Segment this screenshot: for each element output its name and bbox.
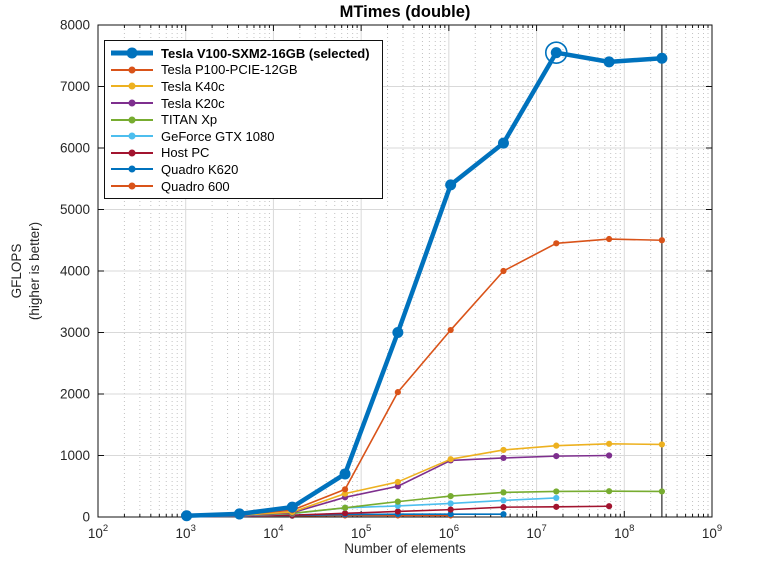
legend-line-sample xyxy=(111,80,153,93)
legend-label: Tesla K40c xyxy=(161,78,225,94)
x-tick-label: 105 xyxy=(351,523,371,541)
legend-item-geforce-gtx-1080[interactable]: GeForce GTX 1080 xyxy=(111,128,370,145)
legend-marker-dot xyxy=(128,99,136,107)
y-tick-label: 1000 xyxy=(60,448,90,463)
legend-label: Quadro K620 xyxy=(161,161,239,177)
x-axis-label: Number of elements xyxy=(344,541,466,556)
legend-label: Tesla P100-PCIE-12GB xyxy=(161,62,298,78)
legend-label: Tesla V100-SXM2-16GB (selected) xyxy=(161,45,370,61)
x-tick-label: 104 xyxy=(263,523,283,541)
legend: Tesla V100-SXM2-16GB (selected) Tesla P10… xyxy=(104,40,383,200)
axes xyxy=(97,24,713,518)
legend-marker-dot xyxy=(128,116,136,124)
y-tick-label: 8000 xyxy=(60,18,90,33)
legend-line-sample xyxy=(111,130,153,143)
legend-item-tesla-k20c[interactable]: Tesla K20c xyxy=(111,95,370,112)
y-axis-label-sub: (higher is better) xyxy=(27,221,42,321)
y-tick-label: 2000 xyxy=(60,387,90,402)
legend-line-sample xyxy=(111,97,153,110)
legend-line-sample xyxy=(111,63,153,76)
legend-marker-dot xyxy=(128,165,136,173)
y-tick-label: 0 xyxy=(82,510,90,525)
legend-marker-dot xyxy=(128,182,136,190)
legend-item-quadro-k620[interactable]: Quadro K620 xyxy=(111,161,370,178)
series-tesla-p100-pcie-12gb xyxy=(183,235,666,520)
legend-label: TITAN Xp xyxy=(161,112,218,128)
chart-title: MTimes (double) xyxy=(339,3,471,21)
y-tick-label: 3000 xyxy=(60,325,90,340)
legend-item-tesla-v100-sxm2-16gb-selected[interactable]: Tesla V100-SXM2-16GB (selected) xyxy=(111,45,370,62)
y-axis-label-main: GFLOPS xyxy=(9,243,25,299)
legend-marker-dot xyxy=(128,66,136,74)
legend-line-sample xyxy=(111,113,153,126)
x-tick-label: 107 xyxy=(526,523,546,541)
legend-item-tesla-k40c[interactable]: Tesla K40c xyxy=(111,78,370,95)
y-tick-label: 7000 xyxy=(60,79,90,94)
x-tick-label: 106 xyxy=(439,523,459,541)
x-tick-label: 108 xyxy=(614,523,634,541)
legend-label: Host PC xyxy=(161,145,210,161)
legend-marker-dot xyxy=(128,132,136,140)
legend-marker-dot xyxy=(128,82,136,90)
legend-label: Tesla K20c xyxy=(161,95,225,111)
legend-label: Quadro 600 xyxy=(161,178,230,194)
legend-label: GeForce GTX 1080 xyxy=(161,128,275,144)
selected-point-ring xyxy=(544,41,568,64)
x-tick-label: 102 xyxy=(88,523,108,541)
y-tick-label: 4000 xyxy=(60,264,90,279)
legend-marker-dot xyxy=(128,149,136,157)
legend-item-titan-xp[interactable]: TITAN Xp xyxy=(111,111,370,128)
legend-line-sample xyxy=(111,146,153,159)
y-tick-label: 6000 xyxy=(60,141,90,156)
legend-item-host-pc[interactable]: Host PC xyxy=(111,145,370,162)
x-tick-label: 109 xyxy=(702,523,722,541)
legend-line-sample xyxy=(111,180,153,193)
series-tesla-v100-sxm2-16gb-selected xyxy=(181,47,668,522)
legend-item-quadro-600[interactable]: Quadro 600 xyxy=(111,178,370,195)
legend-line-sample xyxy=(111,47,153,60)
x-tick-label: 103 xyxy=(176,523,196,541)
y-tick-label: 5000 xyxy=(60,202,90,217)
legend-line-sample xyxy=(111,163,153,176)
legend-marker-dot xyxy=(126,47,138,59)
y-axis-label: GFLOPS (higher is better) xyxy=(8,222,44,320)
legend-item-tesla-p100-pcie-12gb[interactable]: Tesla P100-PCIE-12GB xyxy=(111,62,370,79)
series-tesla-k40c xyxy=(183,440,666,520)
